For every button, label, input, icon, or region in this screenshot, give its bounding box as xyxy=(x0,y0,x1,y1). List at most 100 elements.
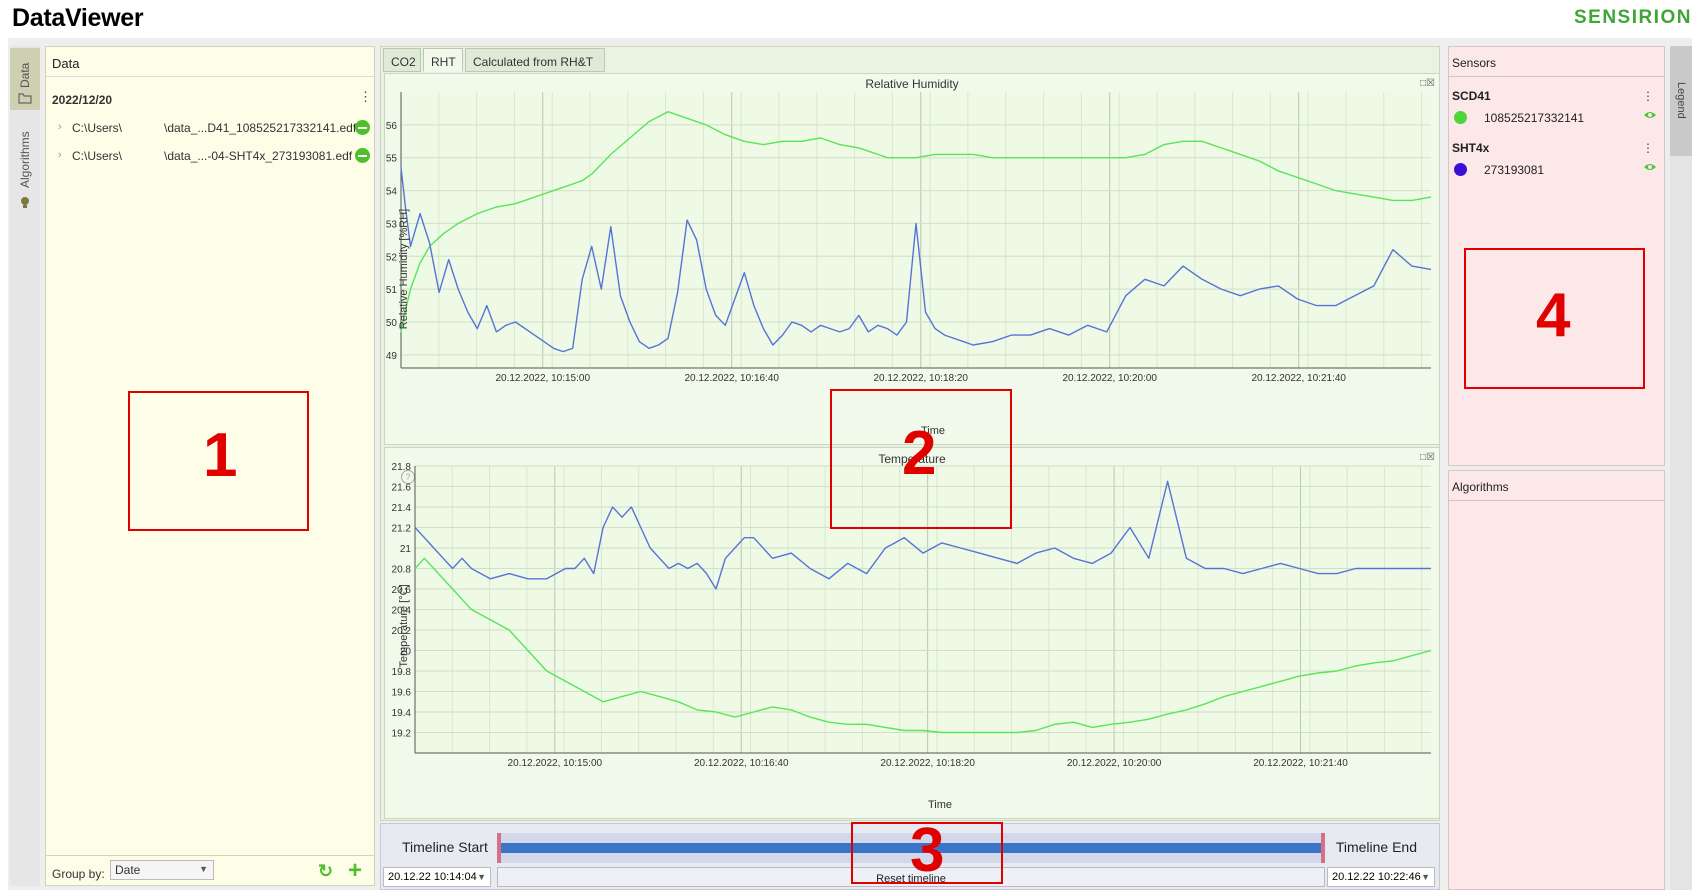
y-tick-label: 49 xyxy=(386,351,398,362)
sensor-color-dot[interactable] xyxy=(1454,163,1467,176)
file-row[interactable]: › C:\Users\ \data_...D41_108525217332141… xyxy=(52,119,370,139)
annotation-box-3 xyxy=(851,822,1003,884)
tab-co2[interactable]: CO2 xyxy=(383,48,421,72)
annotation-number-1: 1 xyxy=(203,421,238,490)
sensors-panel: Sensors SCD41 ⋮ 108525217332141 SHT4x ⋮ … xyxy=(1448,46,1665,466)
chevron-right-icon[interactable]: › xyxy=(58,149,62,161)
timeline-start-input[interactable]: 20.12.22 10:14:04 ▼ xyxy=(383,867,491,887)
y-tick-label: 21.2 xyxy=(392,524,412,535)
y-tick-label: 20 xyxy=(400,647,412,658)
timeline-start-handle[interactable] xyxy=(497,833,501,863)
y-tick-label: 55 xyxy=(386,154,398,165)
rh-y-axis-label: Relative Humidity [%RH] xyxy=(398,209,410,329)
remove-file-icon[interactable] xyxy=(355,120,370,135)
kebab-menu-icon[interactable]: ⋮ xyxy=(1642,141,1654,155)
rh-chart-panel: Relative Humidity □☒ ? 20.12.2022, 10:15… xyxy=(384,73,1440,445)
y-tick-label: 52 xyxy=(386,252,398,263)
timeline-bar: Timeline Start Timeline End 20.12.22 10:… xyxy=(380,823,1440,890)
y-tick-label: 19.2 xyxy=(392,729,412,740)
tab-rht[interactable]: RHT xyxy=(423,48,463,72)
y-tick-label: 19.6 xyxy=(392,688,412,699)
data-panel: Data 2022/12/20 ⋮ › C:\Users\ \data_...D… xyxy=(45,46,375,886)
file-row[interactable]: › C:\Users\ \data_...-04-SHT4x_273193081… xyxy=(52,147,370,167)
x-tick-label: 20.12.2022, 10:16:40 xyxy=(684,373,779,384)
y-tick-label: 21.4 xyxy=(392,503,412,514)
y-tick-label: 19.8 xyxy=(392,667,412,678)
x-tick-label: 20.12.2022, 10:18:20 xyxy=(880,758,975,769)
file-path: C:\Users\ xyxy=(72,121,123,135)
sensor-group-name: SHT4x xyxy=(1452,141,1490,155)
temp-chart-title: Temperature xyxy=(878,452,946,466)
tab-algorithms-label: Algorithms xyxy=(18,131,32,188)
rh-x-axis-label: Time xyxy=(921,425,945,437)
group-by-value: Date xyxy=(115,863,141,877)
tab-data-label: Data xyxy=(18,62,32,88)
sensor-group-name: SCD41 xyxy=(1452,89,1491,103)
brand-logo: SENSIRION xyxy=(1573,7,1692,28)
chevron-right-icon[interactable]: › xyxy=(58,121,62,133)
series-line-1 xyxy=(414,557,1432,734)
timeline-end-input[interactable]: 20.12.22 10:22:46 ▼ xyxy=(1327,867,1435,887)
y-tick-label: 21.6 xyxy=(392,483,412,494)
refresh-icon[interactable]: ↻ xyxy=(318,861,334,881)
timeline-end-value: 20.12.22 10:22:46 xyxy=(1332,871,1421,883)
algorithms-panel: Algorithms xyxy=(1448,470,1665,890)
legend-tab[interactable]: Legend xyxy=(1670,46,1692,156)
file-name: \data_...D41_108525217332141.edf xyxy=(164,121,357,135)
window-controls-icon[interactable]: □☒ xyxy=(1419,78,1435,89)
timeline-end-handle[interactable] xyxy=(1321,833,1325,863)
sensor-id: 273193081 xyxy=(1484,163,1545,177)
y-tick-label: 54 xyxy=(386,187,398,198)
sensor-item[interactable]: 108525217332141 xyxy=(1452,109,1657,127)
data-panel-header: Data xyxy=(46,47,374,77)
y-tick-label: 56 xyxy=(386,121,398,132)
x-tick-label: 20.12.2022, 10:20:00 xyxy=(1067,758,1162,769)
legend-strip xyxy=(1670,46,1692,890)
remove-file-icon[interactable] xyxy=(355,148,370,163)
x-tick-label: 20.12.2022, 10:21:40 xyxy=(1253,758,1348,769)
y-tick-label: 19.4 xyxy=(392,708,412,719)
window-controls-icon[interactable]: □☒ xyxy=(1419,452,1435,463)
kebab-menu-icon[interactable]: ⋮ xyxy=(1642,89,1654,103)
y-tick-label: 21.8 xyxy=(392,462,412,473)
sensor-id: 108525217332141 xyxy=(1484,111,1585,125)
sensor-item[interactable]: 273193081 xyxy=(1452,161,1657,179)
y-tick-label: 51 xyxy=(386,285,398,296)
rh-chart-title: Relative Humidity xyxy=(865,77,959,91)
temp-x-axis-label: Time xyxy=(928,799,952,811)
annotation-box-4 xyxy=(1464,248,1645,389)
sensor-color-dot[interactable] xyxy=(1454,111,1467,124)
tab-data[interactable]: Data xyxy=(10,48,40,110)
annotation-box-1 xyxy=(128,391,309,531)
add-icon[interactable]: + xyxy=(348,857,363,884)
tab-calculated[interactable]: Calculated from RH&T xyxy=(465,48,605,72)
timeline-range[interactable] xyxy=(497,843,1325,853)
rh-chart: 20.12.2022, 10:15:00 20.12.2022, 10:16:40… xyxy=(386,92,1432,437)
group-by-select[interactable]: Date ▼ xyxy=(110,860,214,880)
y-tick-label: 20.4 xyxy=(392,606,412,617)
y-tick-label: 21 xyxy=(400,544,412,555)
folder-icon xyxy=(18,93,32,104)
sensors-header: Sensors xyxy=(1449,47,1664,77)
timeline-track[interactable] xyxy=(497,833,1325,863)
x-tick-label: 20.12.2022, 10:15:00 xyxy=(508,758,603,769)
tab-algorithms[interactable]: Algorithms xyxy=(10,116,40,208)
y-tick-label: 20.2 xyxy=(392,626,412,637)
x-tick-label: 20.12.2022, 10:18:20 xyxy=(873,373,968,384)
file-name: \data_...-04-SHT4x_273193081.edf xyxy=(164,149,353,163)
y-tick-label: 20.6 xyxy=(392,585,412,596)
chevron-down-icon[interactable]: ▼ xyxy=(1421,872,1430,882)
x-tick-label: 20.12.2022, 10:15:00 xyxy=(495,373,590,384)
temp-chart-panel: Temperature □☒ ? 20.12.2022, 10:15:00 20.… xyxy=(384,447,1440,819)
date-group-label[interactable]: 2022/12/20 xyxy=(52,93,113,107)
chevron-down-icon[interactable]: ▼ xyxy=(477,872,486,882)
visibility-eye-icon[interactable] xyxy=(1643,110,1657,120)
series-line-1 xyxy=(400,111,1432,333)
left-tab-strip: Data Algorithms xyxy=(10,46,40,886)
visibility-eye-icon[interactable] xyxy=(1643,162,1657,172)
y-tick-label: 53 xyxy=(386,219,398,230)
timeline-end-label: Timeline End xyxy=(1335,839,1417,855)
file-path: C:\Users\ xyxy=(72,149,123,163)
group-by-bar: Group by: Date ▼ ↻ + xyxy=(46,855,374,887)
kebab-menu-icon[interactable]: ⋮ xyxy=(359,89,372,104)
